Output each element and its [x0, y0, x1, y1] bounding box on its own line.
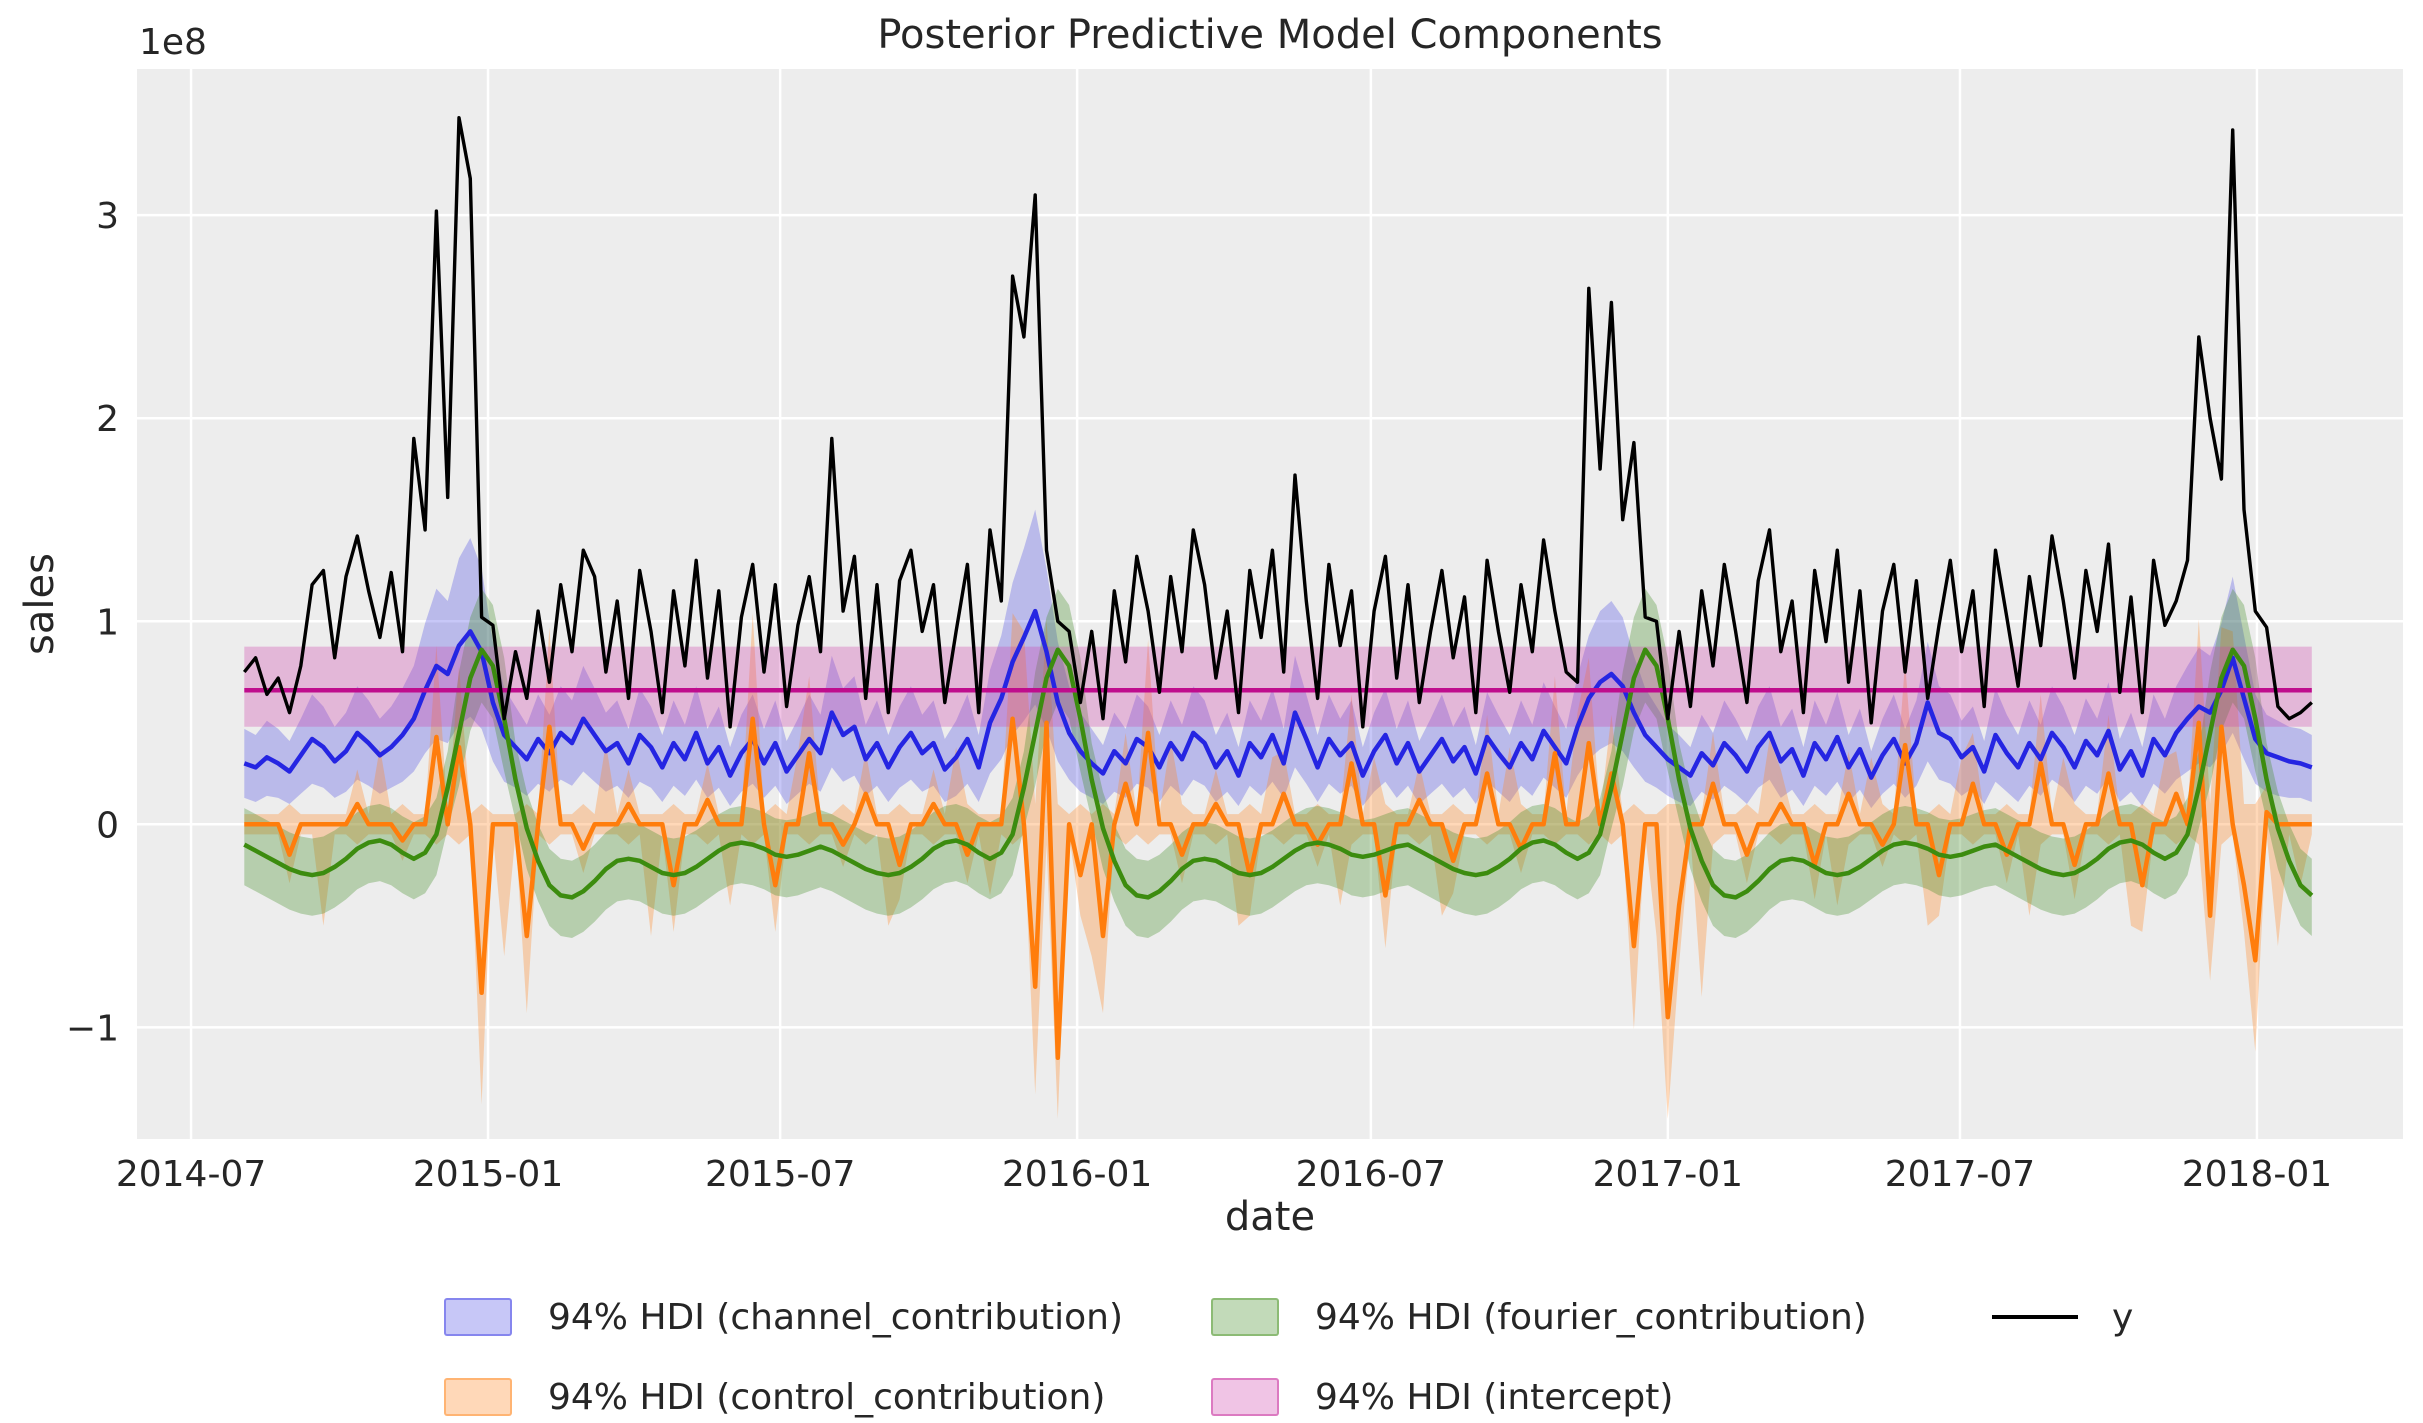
x-axis-title: date — [1224, 1194, 1316, 1240]
control-hdi-band — [244, 613, 2312, 1119]
legend-item-channel-hdi: 94% HDI (channel_contribution) — [444, 1296, 1124, 1338]
series-layer — [242, 115, 2314, 1119]
legend-item-control-hdi: 94% HDI (control_contribution) — [444, 1376, 1106, 1418]
legend-label: 94% HDI (channel_contribution) — [548, 1296, 1124, 1338]
x-tick-label: 2017-01 — [1593, 1154, 1743, 1195]
y-tick-label: 2 — [96, 399, 119, 440]
control-mean-line — [244, 716, 2312, 1061]
legend-item-y: y — [1992, 1296, 2134, 1338]
legend-item-intercept-hdi: 94% HDI (intercept) — [1211, 1376, 1674, 1418]
legend-item-fourier-hdi: 94% HDI (fourier_contribution) — [1211, 1296, 1867, 1338]
x-tick-label: 2015-07 — [705, 1154, 855, 1195]
control-hdi-swatch — [444, 1378, 512, 1416]
channel-hdi-band — [244, 509, 2312, 809]
x-tick-label: 2018-01 — [2182, 1154, 2332, 1195]
y-tick-label: 1 — [96, 602, 119, 643]
fourier-mean-line — [243, 647, 2314, 900]
y-tick-label: −1 — [66, 1008, 119, 1049]
y-axis-offset-label: 1e8 — [139, 22, 207, 63]
channel-mean-line — [243, 608, 2313, 780]
chart-title: Posterior Predictive Model Components — [877, 12, 1663, 58]
legend-label: 94% HDI (fourier_contribution) — [1315, 1296, 1867, 1338]
x-tick-label: 2014-07 — [116, 1154, 266, 1195]
fourier-hdi-band — [244, 588, 2312, 938]
channel-hdi-swatch — [444, 1298, 512, 1336]
legend-label: 94% HDI (control_contribution) — [548, 1376, 1106, 1418]
gridlines — [137, 69, 2403, 1139]
x-tick-label: 2015-01 — [413, 1154, 563, 1195]
y-line — [242, 115, 2313, 729]
x-tick-label: 2016-07 — [1296, 1154, 1446, 1195]
legend-label: y — [2112, 1296, 2134, 1338]
intercept-hdi-band — [244, 646, 2312, 727]
x-tick-label: 2017-07 — [1885, 1154, 2035, 1195]
x-tick-label: 2016-01 — [1002, 1154, 1152, 1195]
intercept-hdi-swatch — [1211, 1378, 1279, 1416]
y-tick-label: 0 — [96, 805, 119, 846]
y-tick-label: 3 — [96, 196, 119, 237]
fourier-hdi-swatch — [1211, 1298, 1279, 1336]
legend-label: 94% HDI (intercept) — [1315, 1376, 1674, 1418]
y-line-sample-icon — [1992, 1315, 2078, 1319]
